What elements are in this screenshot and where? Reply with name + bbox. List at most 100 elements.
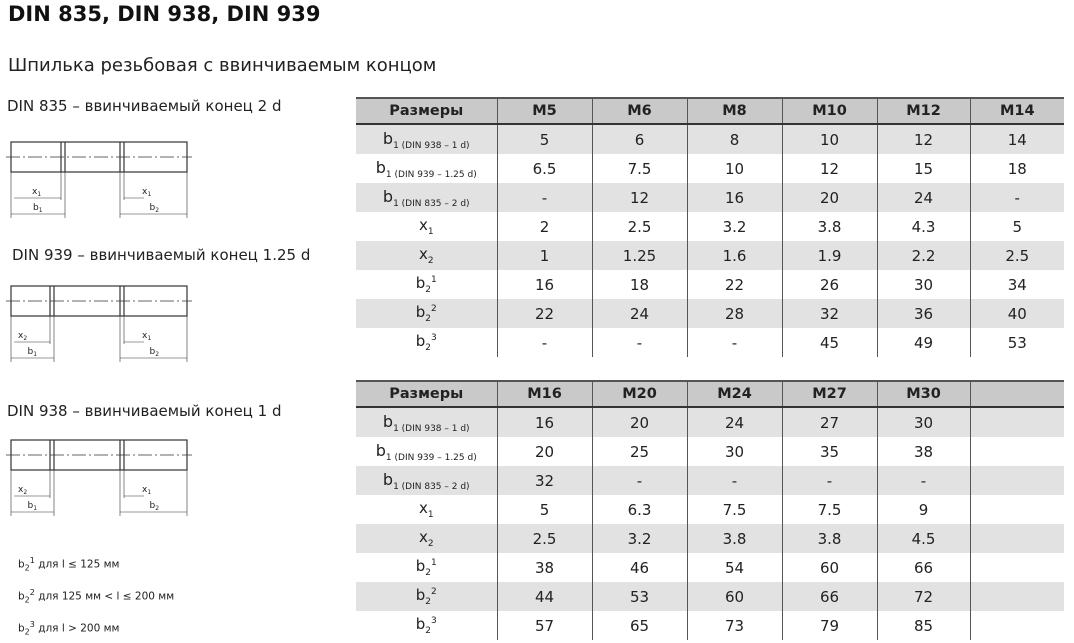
row-label: b23 <box>415 615 437 636</box>
dimensions-table-2: Размеры M16 M20 M24 M27 M30 b1 (DIN 938 – 1 d)… <box>356 380 1064 640</box>
table-row: x2 1 1.25 1.6 1.9 2.2 2.5 <box>356 241 1064 270</box>
table-cell: 24 <box>876 183 970 212</box>
row-label: x2 <box>356 241 497 270</box>
table-cell <box>969 437 1064 466</box>
table-cell: 40 <box>969 299 1064 328</box>
row-label: b23 <box>415 332 437 353</box>
table-cell: 3.2 <box>591 524 687 553</box>
table-cell: 7.5 <box>686 495 782 524</box>
right-b-label: b2 <box>150 347 160 358</box>
table-cell: - <box>876 466 970 495</box>
table-row: b1 (DIN 938 – 1 d) 5 6 8 10 12 14 <box>356 124 1064 154</box>
table-cell: 16 <box>686 183 782 212</box>
column-header: Размеры <box>356 380 497 408</box>
table-row: b1 (DIN 939 – 1.25 d) 20 25 30 35 38 <box>356 437 1064 466</box>
table-cell: 30 <box>686 437 782 466</box>
table-cell: 12 <box>876 124 970 154</box>
table-cell: 57 <box>496 611 592 640</box>
table-cell: 38 <box>876 437 970 466</box>
table-cell: 1.9 <box>781 241 877 270</box>
table-cell: - <box>686 466 782 495</box>
row-label: b21 <box>415 557 437 578</box>
row-label: b1 (DIN 835 – 2 d) <box>356 466 497 495</box>
table-cell: 85 <box>876 611 970 640</box>
table-cell: 3.2 <box>686 212 782 241</box>
header-row: Размеры M5 M6 M8 M10 M12 M14 <box>356 97 1064 125</box>
row-label: b1 (DIN 939 – 1.25 d) <box>375 157 477 180</box>
column-header: M10 <box>781 97 877 125</box>
table-cell: 38 <box>496 553 592 582</box>
table-cell: - <box>496 183 592 212</box>
table-cell <box>969 495 1064 524</box>
table-cell: 54 <box>686 553 782 582</box>
page-title: DIN 835, DIN 938, DIN 939 <box>8 2 321 26</box>
table-cell: 26 <box>781 270 877 299</box>
right-b-label: b2 <box>150 203 160 214</box>
table-cell <box>969 611 1064 640</box>
table-row: x1 5 6.3 7.5 7.5 9 <box>356 495 1064 524</box>
table-row: b23 57 65 73 79 85 <box>356 611 1064 640</box>
table-cell: 72 <box>876 582 970 611</box>
page-subtitle: Шпилька резьбовая с ввинчиваемым концом <box>8 55 437 76</box>
table-cell: 65 <box>591 611 687 640</box>
table-cell: 14 <box>969 124 1064 154</box>
table-cell: 66 <box>781 582 877 611</box>
table-cell: 7.5 <box>781 495 877 524</box>
stud-drawing: x2 x1 b1 b2 <box>4 436 194 522</box>
left-x-label: x2 <box>18 331 27 342</box>
right-b-label: b2 <box>150 501 160 512</box>
table-cell: 60 <box>686 582 782 611</box>
table-cell: 12 <box>591 183 687 212</box>
table-cell: 18 <box>969 154 1064 183</box>
table-cell: 9 <box>876 495 970 524</box>
table-cell: 36 <box>876 299 970 328</box>
table-cell: 34 <box>969 270 1064 299</box>
table-cell: 7.5 <box>591 154 687 183</box>
stud-drawing: x2 x1 b1 b2 <box>4 282 194 368</box>
table-cell: 28 <box>686 299 782 328</box>
column-header: M16 <box>496 380 592 408</box>
table-cell: 22 <box>496 299 592 328</box>
dimensions-table-1: Размеры M5 M6 M8 M10 M12 M14 b1 (DIN 938 – 1 d)… <box>356 97 1064 357</box>
table-cell <box>969 582 1064 611</box>
table-cell: 6 <box>591 124 687 154</box>
table-cell: 66 <box>876 553 970 582</box>
table-row: b23- - -45 49 53 <box>356 328 1064 357</box>
table-row: b22 44 53 60 66 72 <box>356 582 1064 611</box>
table-cell: 46 <box>591 553 687 582</box>
header-row: Размеры M16 M20 M24 M27 M30 <box>356 380 1064 408</box>
drawing-caption: DIN 939 – ввинчиваемый конец 1.25 d <box>12 246 311 264</box>
table-row: b1 (DIN 835 – 2 d) 32- - - - <box>356 466 1064 495</box>
column-header: M20 <box>591 380 687 408</box>
table-row: b21 38 46 54 60 66 <box>356 553 1064 582</box>
row-label: b1 (DIN 835 – 2 d) <box>356 183 497 212</box>
column-header: M6 <box>591 97 687 125</box>
column-header: M30 <box>876 380 970 408</box>
table-cell: 6.5 <box>496 154 592 183</box>
table-row: b1 (DIN 938 – 1 d) 16 20 24 27 30 <box>356 407 1064 437</box>
table-cell: 53 <box>591 582 687 611</box>
row-label: b1 (DIN 939 – 1.25 d) <box>375 440 477 463</box>
table-cell: 60 <box>781 553 877 582</box>
row-label: x1 <box>418 216 434 237</box>
left-b-label: b1 <box>33 203 43 214</box>
footnote: b22 для 125 мм < l ≤ 200 мм <box>18 588 175 605</box>
table-cell: 10 <box>686 154 782 183</box>
footnote: b23 для l > 200 мм <box>18 620 120 637</box>
table-cell: 45 <box>781 328 877 357</box>
column-header <box>969 380 1064 408</box>
table-cell: 25 <box>591 437 687 466</box>
table-cell <box>969 466 1064 495</box>
table-row: b1 (DIN 939 – 1.25 d) 6.5 7.5 10 12 15 18 <box>356 154 1064 183</box>
table-cell: 32 <box>496 466 592 495</box>
left-b-label: b1 <box>28 347 38 358</box>
table-cell: 24 <box>591 299 687 328</box>
column-header: M24 <box>686 380 782 408</box>
table-cell: 79 <box>781 611 877 640</box>
table-row: b21 16 18 22 26 30 34 <box>356 270 1064 299</box>
table-cell: 44 <box>496 582 592 611</box>
stud-drawing: x1 x1 b1 b2 <box>4 138 194 224</box>
table-cell: 22 <box>686 270 782 299</box>
table-cell: 18 <box>591 270 687 299</box>
row-label: b22 <box>356 299 497 328</box>
